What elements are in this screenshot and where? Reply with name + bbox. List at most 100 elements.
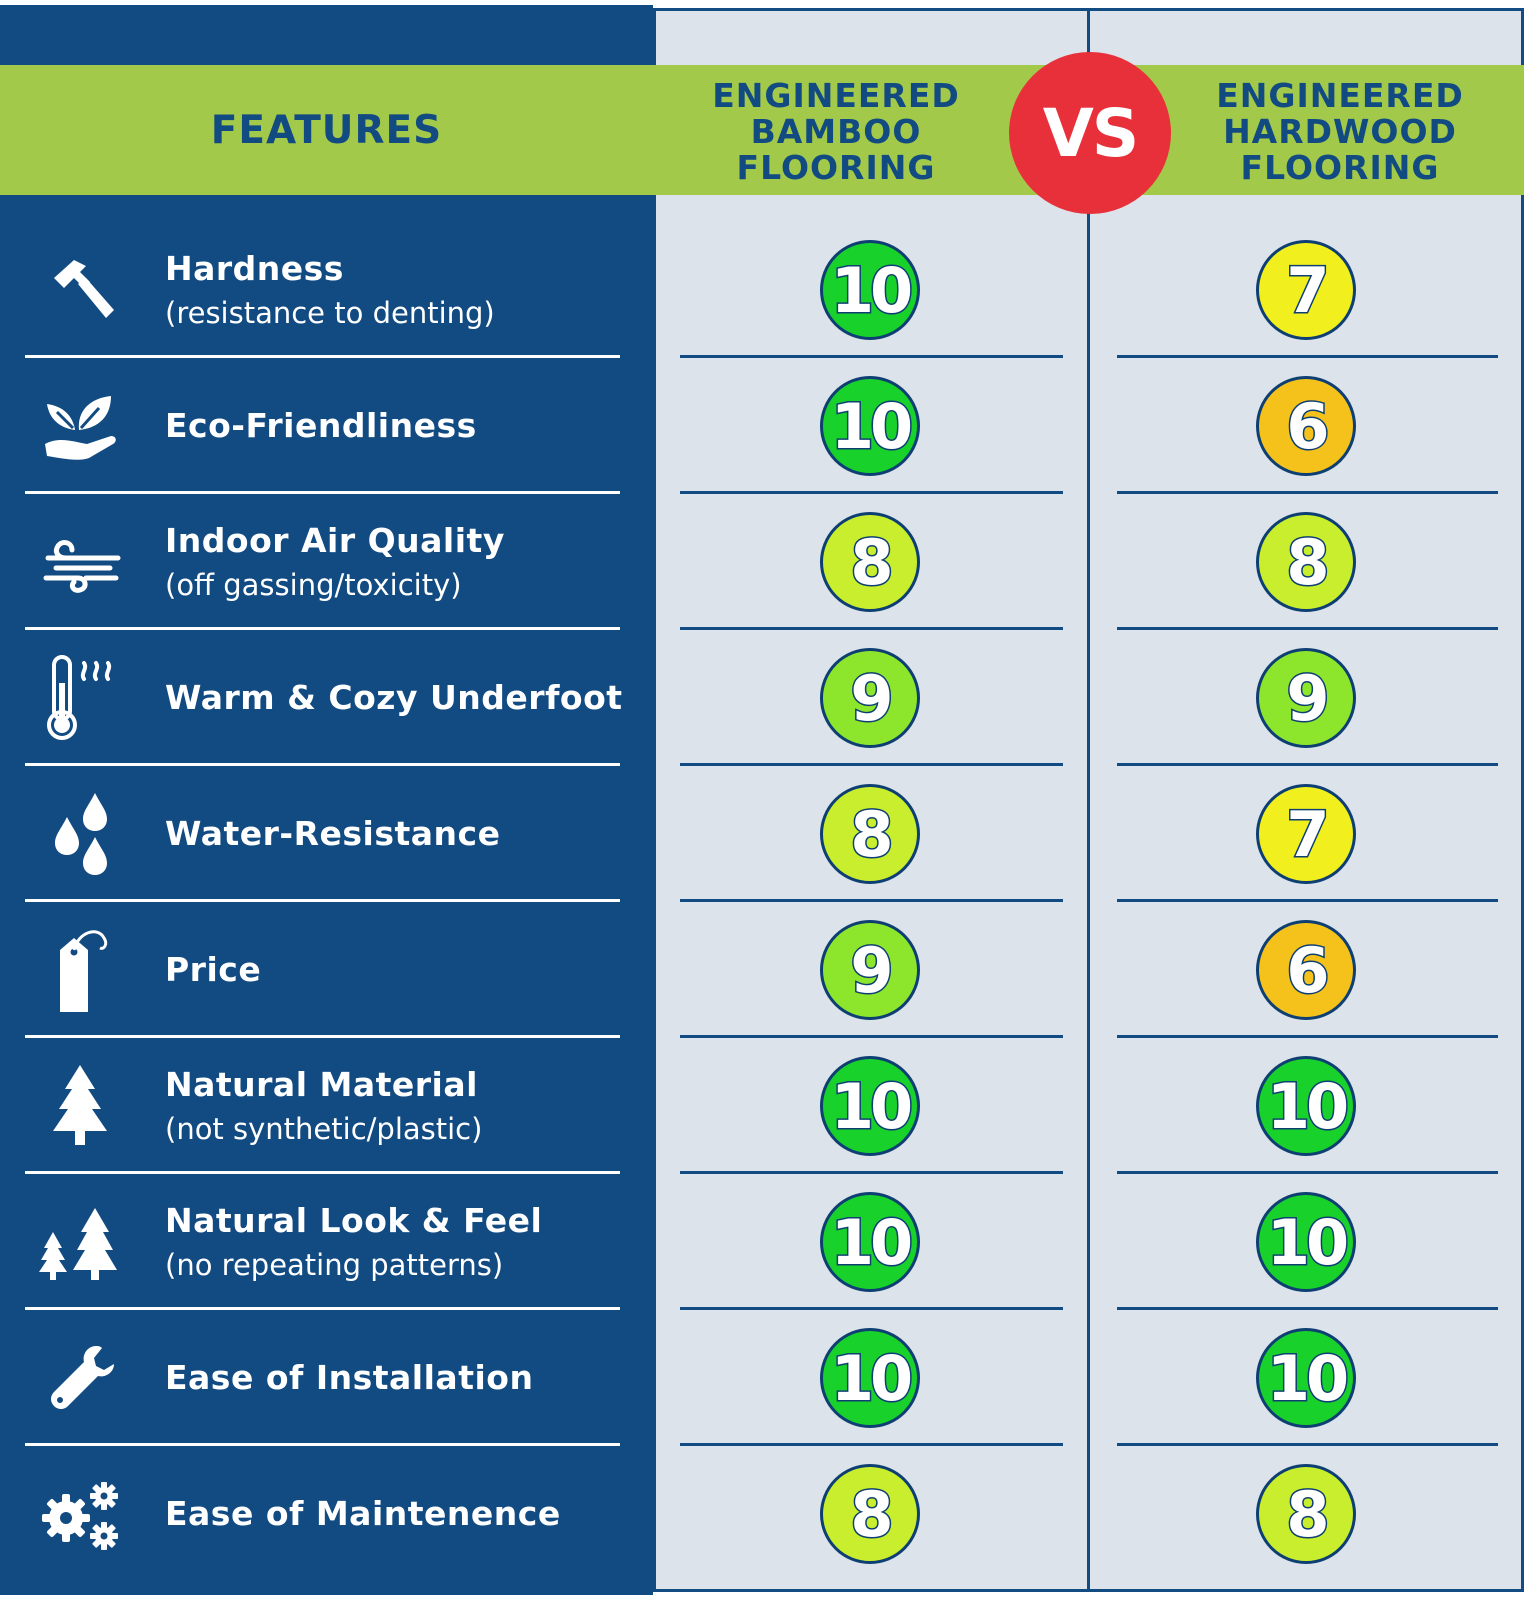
feature-subtitle: (off gassing/toxicity) [165, 568, 462, 602]
table-row: Ease of Installation 10 10 [0, 1310, 1530, 1446]
feature-cell: Water-Resistance [25, 766, 620, 902]
row-divider [680, 627, 1063, 630]
bamboo-score: 10 [820, 1328, 920, 1428]
feature-cell: Eco-Friendliness [25, 358, 620, 494]
feature-text: Natural Material (not synthetic/plastic) [135, 1063, 482, 1149]
bamboo-score: 9 [820, 648, 920, 748]
feature-name: Warm & Cozy Underfoot [165, 678, 623, 717]
row-divider [1117, 491, 1498, 494]
feature-text: Hardness (resistance to denting) [135, 247, 495, 333]
table-row: Water-Resistance 8 7 [0, 766, 1530, 902]
table-row: Price 9 6 [0, 902, 1530, 1038]
thermometer-icon [25, 648, 135, 748]
vs-badge: VS [1009, 52, 1171, 214]
row-divider [1117, 1035, 1498, 1038]
feature-text: Price [135, 948, 261, 992]
table-row: Indoor Air Quality (off gassing/toxicity… [0, 494, 1530, 630]
eco-hand-leaves-icon [25, 376, 135, 476]
row-divider [1117, 763, 1498, 766]
header-band [0, 65, 1524, 195]
feature-name: Water-Resistance [165, 814, 501, 853]
feature-text: Indoor Air Quality (off gassing/toxicity… [135, 519, 505, 605]
row-divider [680, 355, 1063, 358]
row-divider [1117, 1307, 1498, 1310]
hardwood-score: 8 [1256, 1464, 1356, 1564]
bamboo-score: 10 [820, 376, 920, 476]
gears-icon [25, 1464, 135, 1564]
feature-name: Price [165, 950, 262, 989]
row-divider [680, 491, 1063, 494]
feature-cell: Ease of Installation [25, 1310, 620, 1446]
hardwood-score: 6 [1256, 376, 1356, 476]
row-divider [680, 1443, 1063, 1446]
row-divider [680, 1307, 1063, 1310]
table-row: Hardness (resistance to denting) 10 7 [0, 222, 1530, 358]
table-row: Eco-Friendliness 10 6 [0, 358, 1530, 494]
row-divider [1117, 627, 1498, 630]
row-divider [25, 1035, 620, 1038]
feature-subtitle: (not synthetic/plastic) [165, 1112, 483, 1146]
hardwood-score: 7 [1256, 240, 1356, 340]
row-divider [1117, 899, 1498, 902]
feature-name: Ease of Maintenence [165, 1494, 561, 1533]
row-divider [25, 491, 620, 494]
feature-text: Natural Look & Feel (no repeating patter… [135, 1199, 542, 1285]
row-divider [25, 1307, 620, 1310]
row-divider [25, 627, 620, 630]
row-divider [25, 1171, 620, 1174]
hardwood-heading: ENGINEERED HARDWOOD FLOORING [1216, 76, 1464, 187]
feature-text: Warm & Cozy Underfoot [135, 676, 623, 720]
price-tag-icon [25, 920, 135, 1020]
feature-cell: Price [25, 902, 620, 1038]
hardwood-score: 8 [1256, 512, 1356, 612]
hardwood-score: 6 [1256, 920, 1356, 1020]
feature-name: Natural Material [165, 1065, 478, 1104]
feature-name: Hardness [165, 249, 344, 288]
row-divider [1117, 355, 1498, 358]
hardwood-score: 9 [1256, 648, 1356, 748]
hammer-icon [25, 240, 135, 340]
wrench-icon [25, 1328, 135, 1428]
row-divider [25, 763, 620, 766]
air-wind-icon [25, 512, 135, 612]
feature-name: Eco-Friendliness [165, 406, 477, 445]
hardwood-score: 10 [1256, 1056, 1356, 1156]
feature-cell: Natural Material (not synthetic/plastic) [25, 1038, 620, 1174]
feature-subtitle: (resistance to denting) [165, 296, 495, 330]
row-divider [1117, 1171, 1498, 1174]
bamboo-score: 10 [820, 1056, 920, 1156]
feature-text: Water-Resistance [135, 812, 501, 856]
feature-cell: Natural Look & Feel (no repeating patter… [25, 1174, 620, 1310]
table-row: Natural Look & Feel (no repeating patter… [0, 1174, 1530, 1310]
feature-cell: Indoor Air Quality (off gassing/toxicity… [25, 494, 620, 630]
pine-tree-icon [25, 1056, 135, 1156]
hardwood-score: 10 [1256, 1192, 1356, 1292]
feature-cell: Ease of Maintenence [25, 1446, 620, 1582]
row-divider [25, 355, 620, 358]
bamboo-score: 10 [820, 1192, 920, 1292]
row-divider [680, 763, 1063, 766]
feature-name: Indoor Air Quality [165, 521, 505, 560]
feature-cell: Hardness (resistance to denting) [25, 222, 620, 358]
bamboo-score: 8 [820, 512, 920, 612]
row-divider [680, 899, 1063, 902]
bamboo-heading: ENGINEERED BAMBOO FLOORING [712, 76, 960, 187]
feature-name: Natural Look & Feel [165, 1201, 543, 1240]
row-divider [1117, 1443, 1498, 1446]
hardwood-score: 7 [1256, 784, 1356, 884]
bamboo-score: 8 [820, 784, 920, 884]
table-row: Natural Material (not synthetic/plastic)… [0, 1038, 1530, 1174]
row-divider [25, 899, 620, 902]
table-row: Warm & Cozy Underfoot 9 9 [0, 630, 1530, 766]
bamboo-score: 8 [820, 1464, 920, 1564]
feature-name: Ease of Installation [165, 1358, 534, 1397]
features-column-background [0, 5, 653, 1595]
feature-cell: Warm & Cozy Underfoot [25, 630, 623, 766]
hardwood-score: 10 [1256, 1328, 1356, 1428]
two-trees-icon [25, 1192, 135, 1292]
feature-text: Ease of Installation [135, 1356, 533, 1400]
row-divider [25, 1443, 620, 1446]
water-drops-icon [25, 784, 135, 884]
feature-text: Eco-Friendliness [135, 404, 477, 448]
